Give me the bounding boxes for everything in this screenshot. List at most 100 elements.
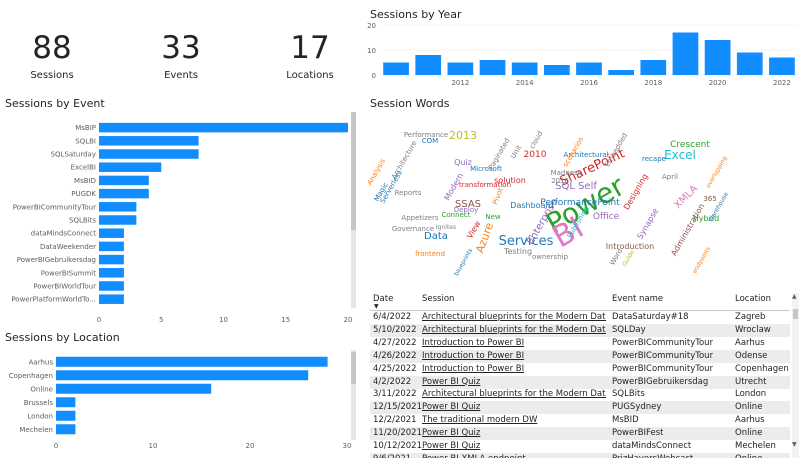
cell-location: Aarhus bbox=[735, 337, 765, 348]
cell-session-link[interactable]: Power BI Quiz bbox=[422, 402, 481, 413]
cell-session-link[interactable]: Power BI Quiz bbox=[422, 428, 481, 439]
cell-date: 12/2/2021 bbox=[373, 415, 417, 426]
bar-mechelen bbox=[56, 424, 76, 435]
word-cloud-word: solution bbox=[494, 176, 526, 185]
x-tick-label: 10 bbox=[219, 316, 228, 324]
x-tick-label: 2016 bbox=[580, 79, 598, 87]
bar-copenhagen bbox=[56, 370, 309, 381]
cell-session-link[interactable]: Power BI Quiz bbox=[422, 376, 481, 387]
table-row[interactable]: 4/27/2022 Introduction to Power BI PowerBI… bbox=[370, 337, 790, 350]
y-tick-label: 10 bbox=[367, 47, 376, 55]
cell-session-link[interactable]: Architectural blueprints for the Modern … bbox=[422, 389, 606, 400]
title-sessions-by-event: Sessions by Event bbox=[5, 97, 105, 110]
table-row[interactable]: 3/11/2022 Architectural blueprints for th… bbox=[370, 388, 790, 401]
category-label: Mechelen bbox=[19, 426, 53, 434]
cell-session-link[interactable]: Architectural blueprints for the Modern … bbox=[422, 324, 606, 335]
table-row[interactable]: 12/2/2021 The traditional modern DW MsBID A… bbox=[370, 414, 790, 427]
cell-date: 4/26/2022 bbox=[373, 350, 417, 361]
word-cloud-word: frontend bbox=[415, 250, 445, 258]
cell-session-link[interactable]: Power BI XMLA endpoint bbox=[422, 454, 606, 458]
scroll-thumb[interactable] bbox=[351, 352, 356, 384]
bar-year-2014 bbox=[511, 62, 538, 75]
scroll-thumb[interactable] bbox=[351, 112, 356, 230]
word-cloud-word: PerformancePoint bbox=[540, 198, 620, 208]
column-header-session[interactable]: Session bbox=[422, 294, 455, 304]
kpi-value: 88 bbox=[32, 30, 72, 66]
x-tick-label: 2020 bbox=[709, 79, 727, 87]
cell-session-link[interactable]: Architectural blueprints for the Modern … bbox=[422, 312, 606, 322]
table-row[interactable]: 4/26/2022 Introduction to Power BI PowerBI… bbox=[370, 349, 790, 363]
cell-event-name: PrizHaversWebcast bbox=[612, 454, 693, 458]
cell-location: Copenhagen bbox=[735, 363, 789, 374]
bar-sqlbits bbox=[99, 215, 137, 225]
cell-session-link[interactable]: Introduction to Power BI bbox=[422, 337, 525, 348]
sessions-table: Date ▼ Session Event name Location 6/4/2… bbox=[370, 292, 790, 458]
word-cloud-word: blueprints bbox=[453, 247, 474, 277]
word-cloud-word: Introduction bbox=[606, 242, 654, 251]
word-cloud-word: Unit bbox=[509, 144, 523, 161]
category-label: Aarhus bbox=[29, 358, 54, 366]
column-header-date[interactable]: Date bbox=[373, 294, 394, 304]
cell-location: Online bbox=[735, 428, 763, 439]
scroll-down-icon[interactable]: ▼ bbox=[792, 441, 797, 448]
cell-session-link[interactable]: Introduction to Power BI bbox=[422, 363, 525, 374]
kpi-label: Events bbox=[164, 70, 198, 81]
column-header-event-name[interactable]: Event name bbox=[612, 294, 664, 304]
bar-sqlbi bbox=[99, 136, 199, 146]
chart-sessions-by-event: MsBIP SQLBI SQLSaturday ExcelBI MsBID PUGDK Po… bbox=[11, 122, 352, 324]
word-cloud-word: April bbox=[662, 173, 678, 181]
table-row[interactable]: 6/4/2022 Architectural blueprints for the… bbox=[370, 311, 790, 324]
table-row[interactable]: 4/25/2022 Introduction to Power BI PowerBI… bbox=[370, 363, 790, 376]
word-cloud-word: Crescent bbox=[670, 140, 710, 150]
cell-location: Mechelen bbox=[735, 441, 776, 451]
table-row[interactable]: 11/20/2021 Power BI Quiz PowerBIFest Online bbox=[370, 427, 790, 441]
bar-powerplatformworldto bbox=[99, 294, 124, 304]
word-cloud-word: Architectural bbox=[564, 151, 609, 159]
table-scrollbar[interactable]: ▲ ▼ bbox=[792, 293, 799, 458]
location-chart-scrollbar[interactable] bbox=[351, 350, 356, 440]
table-row[interactable]: 12/15/2021 Power BI Quiz PUGSydney Online bbox=[370, 401, 790, 415]
category-label: dataMindsConnect bbox=[31, 230, 96, 238]
table-row[interactable]: 9/6/2021 Power BI XMLA endpoint PrizHavers… bbox=[370, 452, 790, 458]
category-label: SQLSaturday bbox=[51, 151, 96, 159]
bar-msbid bbox=[99, 175, 149, 186]
table-row[interactable]: 10/12/2021 Power BI Quiz dataMindsConnect M… bbox=[370, 440, 790, 453]
category-label: Brussels bbox=[24, 399, 54, 407]
category-label: PowerPlatformWorldTo... bbox=[11, 296, 96, 304]
x-tick-label: 2012 bbox=[451, 79, 469, 87]
category-label: Copenhagen bbox=[9, 372, 53, 380]
word-cloud-word: Madness bbox=[551, 169, 582, 177]
cell-event-name: SQLDay bbox=[612, 324, 646, 335]
category-label: PowerBISummit bbox=[41, 269, 96, 277]
cell-location: Online bbox=[735, 454, 762, 458]
word-cloud-word: Ignites bbox=[436, 224, 456, 231]
column-header-location[interactable]: Location bbox=[735, 294, 771, 304]
bar-brussels bbox=[56, 397, 76, 408]
cell-session-link[interactable]: Introduction to Power BI bbox=[422, 350, 525, 361]
event-chart-scrollbar[interactable] bbox=[351, 112, 356, 308]
table-row[interactable]: 4/2/2022 Power BI Quiz PowerBIGebruikersda… bbox=[370, 375, 790, 389]
bar-year-2021 bbox=[736, 52, 763, 75]
cell-date: 12/15/2021 bbox=[373, 402, 422, 413]
category-label: SQLBI bbox=[75, 137, 96, 145]
x-tick-label: 0 bbox=[54, 442, 58, 450]
scroll-thumb[interactable] bbox=[793, 309, 798, 319]
word-cloud-word: Performance bbox=[404, 131, 448, 139]
word-cloud-word: Hybrid bbox=[693, 214, 719, 223]
x-tick-label: 15 bbox=[281, 316, 290, 324]
bar-year-2016 bbox=[576, 62, 602, 75]
word-cloud-word: 2013 bbox=[449, 129, 477, 142]
word-cloud-word: 365 bbox=[703, 195, 716, 203]
table-row[interactable]: 5/10/2022 Architectural blueprints for th… bbox=[370, 323, 790, 337]
sort-desc-icon[interactable]: ▼ bbox=[374, 303, 379, 310]
word-cloud-word: Governance bbox=[392, 225, 434, 233]
bar-powerbisummit bbox=[99, 268, 124, 278]
word-cloud-word: Deploy bbox=[454, 206, 479, 214]
cell-session-link[interactable]: The traditional modern DW bbox=[422, 415, 538, 426]
scroll-up-icon[interactable]: ▲ bbox=[792, 293, 797, 300]
x-tick-label: 2018 bbox=[644, 79, 662, 87]
cell-session-link[interactable]: Power BI Quiz bbox=[422, 441, 481, 451]
x-tick-label: 5 bbox=[159, 316, 163, 324]
category-label: PowerBIGebruikersdag bbox=[17, 256, 96, 264]
kpi-locations: 17 Locations bbox=[270, 33, 350, 82]
